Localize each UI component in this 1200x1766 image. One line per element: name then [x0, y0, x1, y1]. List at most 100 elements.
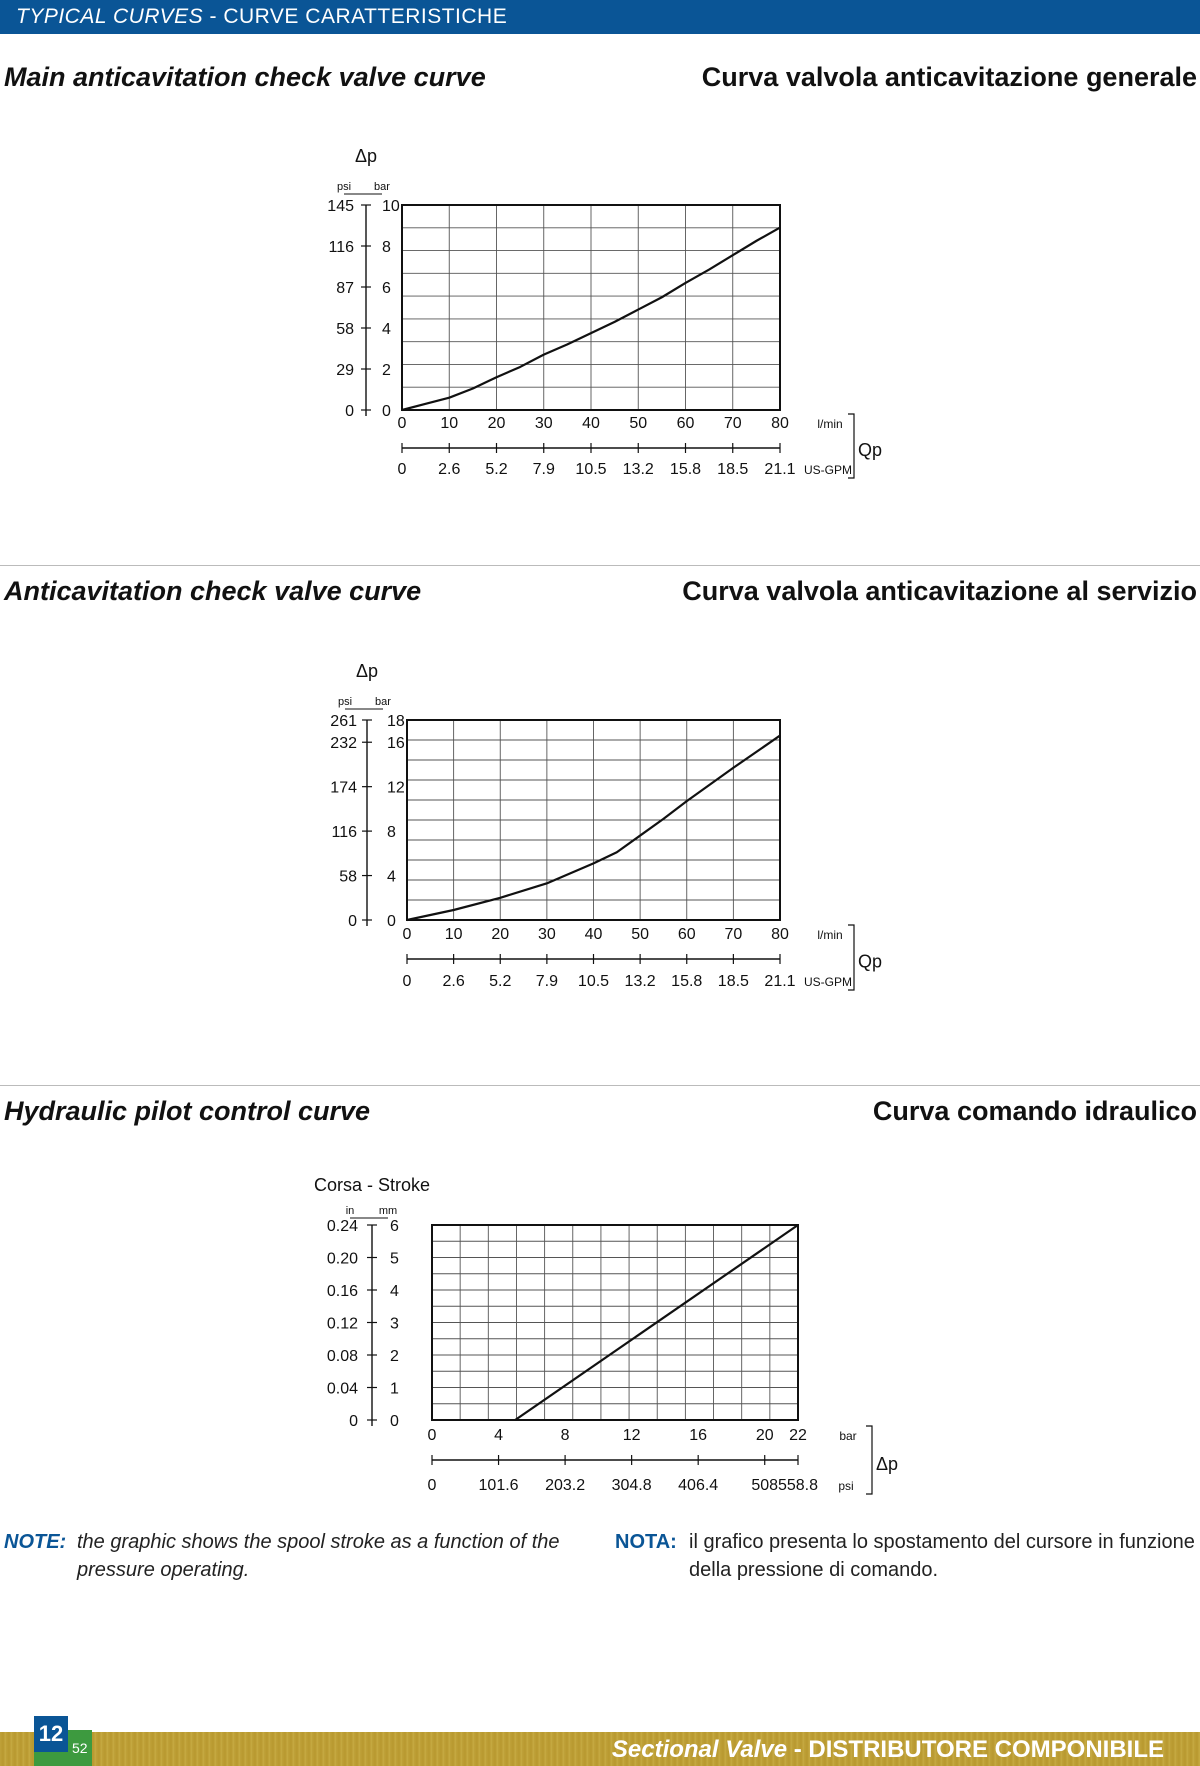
x-tick-label-top: 80: [771, 926, 789, 943]
y-tick-label-left: 0: [348, 913, 357, 930]
y-tick-label-left: 116: [331, 824, 357, 841]
x-tick-label-top: 50: [631, 926, 649, 943]
x-tick-label-bottom: 21.1: [764, 973, 795, 990]
x-tick-label-top: 4: [494, 1427, 503, 1444]
series-line: [406, 734, 781, 922]
header-separator: -: [209, 5, 217, 28]
x-tick-label-bottom: 21.1: [764, 461, 795, 478]
x-tick-label-top: 0: [398, 415, 407, 432]
x-axis-unit-bracket: [848, 924, 855, 991]
section-2-title-en: Anticavitation check valve curve: [4, 576, 422, 606]
x-tick-label-top: 70: [724, 926, 742, 943]
note-it: NOTA: il grafico presenta lo spostamento…: [615, 1528, 1198, 1581]
x-tick-label-top: 60: [678, 926, 696, 943]
y-tick-label-left: 0.20: [327, 1251, 358, 1268]
y-tick-label-right: 0: [390, 1413, 399, 1430]
y-axis-unit-left: psi: [337, 181, 351, 193]
header-title-it: CURVE CARATTERISTICHE: [223, 5, 508, 28]
y-tick-label-left: 261: [330, 713, 357, 730]
footer-separator: -: [793, 1736, 802, 1763]
y-tick-label-right: 8: [382, 239, 391, 256]
y-tick-label-left: 0.16: [327, 1283, 358, 1300]
x-tick-label-top: 20: [756, 1427, 774, 1444]
footer-title-it: DISTRIBUTORE COMPONIBILE: [808, 1736, 1164, 1763]
x-axis-unit-top: l/min: [817, 928, 842, 942]
section-2-title-it: Curva valvola anticavitazione al servizi…: [682, 576, 1197, 606]
y-tick-label-left: 0.12: [327, 1316, 358, 1333]
y-tick-label-right: 5: [390, 1251, 399, 1268]
x-tick-label-top: 0: [403, 926, 412, 943]
x-tick-label-bottom: 7.9: [533, 461, 555, 478]
x-tick-label-bottom: 304.8: [612, 1477, 652, 1494]
y-tick-label-right: 10: [382, 198, 400, 215]
section-3-title-it: Curva comando idraulico: [872, 1096, 1197, 1126]
x-axis-unit-top: bar: [839, 1429, 856, 1443]
x-tick-label-top: 22: [789, 1427, 807, 1444]
x-tick-label-top: 12: [623, 1427, 641, 1444]
y-axis-title: Corsa - Stroke: [314, 1175, 430, 1195]
top-header-bar: TYPICAL CURVES - CURVE CARATTERISTICHE: [0, 0, 1200, 34]
y-tick-label-right: 6: [382, 280, 391, 297]
y-tick-label-right: 4: [390, 1283, 399, 1300]
y-tick-label-right: 0: [382, 403, 391, 420]
section-divider: [0, 565, 1200, 566]
y-tick-label-left: 0: [345, 403, 354, 420]
y-tick-label-right: 12: [387, 780, 405, 797]
x-tick-label-bottom: 15.8: [671, 973, 702, 990]
x-tick-label-top: 20: [488, 415, 506, 432]
y-tick-label-right: 6: [390, 1218, 399, 1235]
x-tick-label-top: 80: [771, 415, 789, 432]
y-tick-label-left: 145: [327, 198, 354, 215]
x-tick-label-bottom: 10.5: [575, 461, 606, 478]
x-axis-title: Qp: [858, 440, 882, 460]
x-tick-label-bottom: 13.2: [623, 461, 654, 478]
section-1-title-en: Main anticavitation check valve curve: [4, 62, 486, 92]
y-tick-label-right: 16: [387, 735, 405, 752]
x-axis-unit-bracket: [848, 413, 855, 479]
x-axis-unit-top: l/min: [817, 417, 842, 431]
footer-title: Sectional Valve - DISTRIBUTORE COMPONIBI…: [612, 1736, 1164, 1764]
x-tick-label-bottom: 2.6: [443, 973, 465, 990]
y-tick-label-right: 4: [382, 321, 391, 338]
y-axis-unit-right: mm: [379, 1205, 397, 1217]
page-number: 12: [34, 1716, 68, 1752]
x-tick-label-bottom: 406.4: [678, 1477, 718, 1494]
x-tick-label-top: 50: [629, 415, 647, 432]
y-tick-label-right: 2: [390, 1348, 399, 1365]
y-axis-unit-left: in: [346, 1205, 355, 1217]
x-axis-unit-bottom: US-GPM: [804, 463, 852, 477]
x-tick-label-top: 10: [440, 415, 458, 432]
plot-frame: [401, 204, 781, 411]
series-line: [401, 226, 781, 412]
x-tick-label-top: 10: [445, 926, 463, 943]
x-axis-unit-bracket: [866, 1425, 873, 1495]
x-axis-title: Δp: [876, 1454, 898, 1474]
x-tick-label-top: 60: [677, 415, 695, 432]
section-3-title-en: Hydraulic pilot control curve: [4, 1096, 371, 1126]
note-it-text: il grafico presenta lo spostamento del c…: [689, 1531, 1195, 1581]
note-en-label: NOTE:: [4, 1531, 67, 1553]
x-axis-title: Qp: [858, 952, 882, 972]
x-tick-label-top: 30: [535, 415, 553, 432]
y-axis-unit-left: psi: [338, 696, 352, 708]
y-tick-label-left: 232: [330, 735, 357, 752]
x-axis-unit-bottom: US-GPM: [804, 975, 852, 989]
x-tick-label-top: 40: [582, 415, 600, 432]
x-tick-label-top: 40: [585, 926, 603, 943]
y-tick-label-right: 0: [387, 913, 396, 930]
note-en-text: the graphic shows the spool stroke as a …: [77, 1531, 560, 1581]
x-tick-label-top: 16: [689, 1427, 707, 1444]
y-tick-label-left: 0.08: [327, 1348, 358, 1365]
x-tick-label-top: 30: [538, 926, 556, 943]
y-tick-label-left: 0.24: [327, 1218, 358, 1235]
x-tick-label-bottom: 18.5: [717, 461, 748, 478]
x-tick-label-bottom: 508: [751, 1477, 778, 1494]
x-tick-label-bottom: 0: [398, 461, 407, 478]
x-axis-unit-bottom: psi: [838, 1479, 853, 1493]
series-line: [514, 1224, 799, 1421]
note-en: NOTE: the graphic shows the spool stroke…: [4, 1528, 589, 1581]
y-axis-title: Δp: [356, 661, 378, 681]
x-tick-label-top: 0: [428, 1427, 437, 1444]
